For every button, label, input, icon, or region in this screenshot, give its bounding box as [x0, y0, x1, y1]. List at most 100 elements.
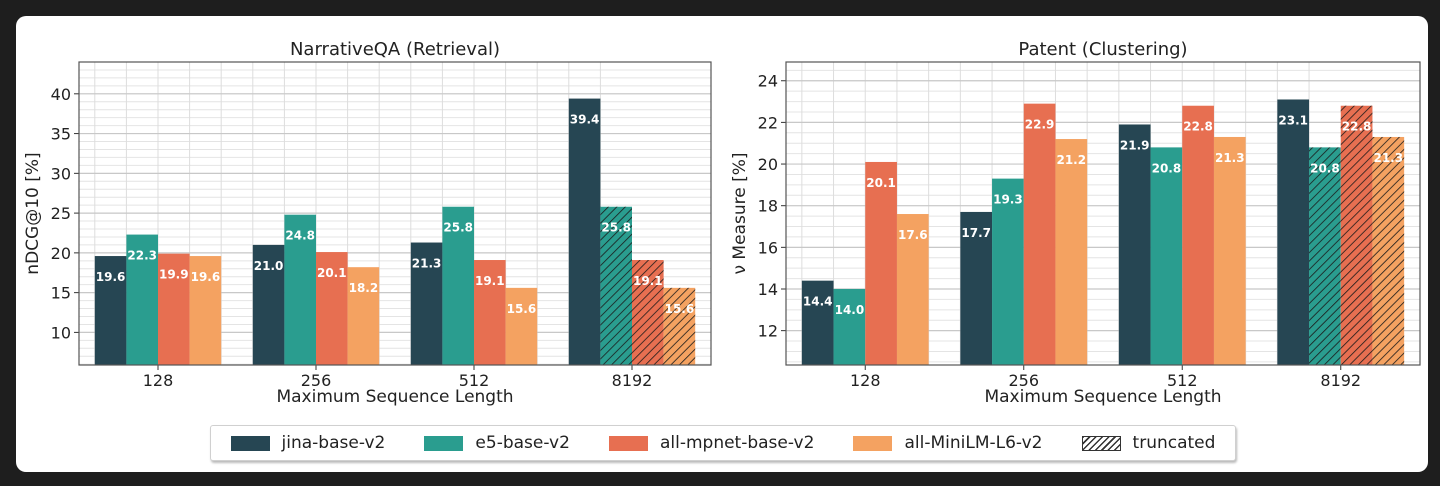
bar-value-label: 22.3: [127, 249, 157, 263]
bar-value-label: 17.6: [898, 228, 928, 242]
bar: [442, 206, 474, 365]
bar-value-label: 14.0: [835, 303, 865, 317]
bar-value-label: 21.0: [254, 259, 284, 273]
bar: [474, 260, 506, 365]
bar-value-label: 14.4: [803, 295, 833, 309]
y-axis-label: nDCG@10 [%]: [23, 152, 43, 274]
bar-value-label: 21.3: [412, 257, 442, 271]
bar-value-label: 19.6: [96, 270, 126, 284]
bar-value-label: 23.1: [1278, 113, 1308, 127]
y-tick-label: 20: [51, 244, 71, 263]
bar: [94, 256, 127, 365]
plot-frame: [785, 61, 1421, 366]
x-tick-label: 128: [850, 371, 881, 390]
bar-hatch: [632, 260, 664, 365]
y-tick-label: 12: [758, 322, 778, 341]
bar: [1055, 139, 1088, 365]
bar-value-label: 21.9: [1120, 138, 1150, 152]
y-tick-label: 24: [758, 72, 778, 91]
legend-label: all-mpnet-base-v2: [659, 433, 815, 453]
legend-item-minilm: all-MiniLM-L6-v2: [853, 433, 1043, 453]
y-tick-label: 40: [51, 85, 71, 104]
bar: [992, 178, 1024, 365]
y-tick-label: 15: [51, 284, 71, 303]
bar-hatch: [1340, 105, 1373, 365]
x-tick-label: 512: [459, 371, 490, 390]
bar-value-label: 19.9: [159, 268, 189, 282]
bar-value-label: 21.3: [1373, 151, 1403, 165]
x-axis-label: Maximum Sequence Length: [984, 387, 1221, 407]
bar: [252, 244, 285, 365]
bar: [284, 214, 316, 365]
bar-hatch: [1309, 147, 1341, 365]
legend-label: e5-base-v2: [475, 433, 570, 453]
chart-title: Patent (Clustering): [1018, 39, 1187, 60]
plot-frame: [78, 61, 712, 366]
bar: [1023, 103, 1056, 366]
bar: [833, 288, 866, 365]
legend-item-mpnet: all-mpnet-base-v2: [608, 433, 815, 453]
x-tick-label: 8192: [612, 371, 653, 390]
y-tick-label: 22: [758, 113, 778, 132]
y-tick-label: 25: [51, 204, 71, 223]
bar-value-label: 15.6: [507, 302, 537, 316]
bar-value-label: 21.3: [1215, 151, 1245, 165]
y-tick-label: 30: [51, 164, 71, 183]
bar: [347, 267, 380, 365]
bar-value-label: 19.3: [993, 193, 1023, 207]
chart-title: NarrativeQA (Retrieval): [290, 39, 500, 60]
bar: [505, 287, 538, 365]
legend-swatch: [853, 435, 893, 451]
bar-value-label: 39.4: [570, 113, 600, 127]
bar-value-label: 21.2: [1056, 153, 1086, 167]
legend-label: truncated: [1132, 433, 1216, 453]
y-tick-label: 16: [758, 238, 778, 257]
bar: [896, 214, 929, 365]
y-tick-label: 10: [51, 323, 71, 342]
bar-value-label: 18.2: [349, 281, 379, 295]
bar: [1150, 147, 1183, 365]
bar-value-label: 19.1: [633, 274, 663, 288]
bar: [1213, 136, 1246, 365]
bar-hatch: [1372, 136, 1405, 365]
legend-label: all-MiniLM-L6-v2: [904, 433, 1043, 453]
bar-value-label: 24.8: [285, 229, 315, 243]
legend-item-jina: jina-base-v2: [230, 433, 385, 453]
bar-value-label: 20.8: [1152, 161, 1182, 175]
hatch-swatch: [1081, 435, 1121, 451]
bar-value-label: 22.8: [1183, 120, 1213, 134]
bar: [1182, 105, 1214, 365]
bar: [316, 252, 348, 365]
bar-value-label: 19.1: [475, 274, 505, 288]
bar: [865, 161, 897, 365]
bar-value-label: 15.6: [665, 302, 695, 316]
legend-item-e5: e5-base-v2: [424, 433, 570, 453]
bar-value-label: 25.8: [601, 221, 631, 235]
bar-value-label: 20.1: [317, 266, 347, 280]
bar-hatch: [663, 287, 696, 365]
x-tick-label: 512: [1167, 371, 1198, 390]
legend-item-truncated: truncated: [1081, 433, 1216, 453]
legend-swatch: [424, 435, 464, 451]
legend-swatch: [230, 435, 270, 451]
y-tick-label: 35: [51, 125, 71, 144]
bar-value-label: 22.8: [1342, 120, 1372, 134]
x-tick-label: 128: [143, 371, 174, 390]
bar: [158, 253, 190, 365]
bar: [1118, 124, 1151, 365]
x-tick-label: 256: [1008, 371, 1039, 390]
bar: [568, 98, 601, 366]
bar-value-label: 17.7: [961, 226, 991, 240]
bar: [126, 234, 158, 365]
bar-value-label: 22.9: [1025, 118, 1055, 132]
bar: [801, 280, 834, 365]
legend: jina-base-v2 e5-base-v2 all-mpnet-base-v…: [210, 425, 1236, 461]
bar-hatch: [600, 206, 632, 365]
bar: [189, 256, 222, 365]
x-tick-label: 256: [301, 371, 332, 390]
bar: [410, 242, 443, 365]
bar-value-label: 19.6: [191, 270, 221, 284]
bar-value-label: 20.8: [1310, 161, 1340, 175]
legend-swatch: [608, 435, 648, 451]
